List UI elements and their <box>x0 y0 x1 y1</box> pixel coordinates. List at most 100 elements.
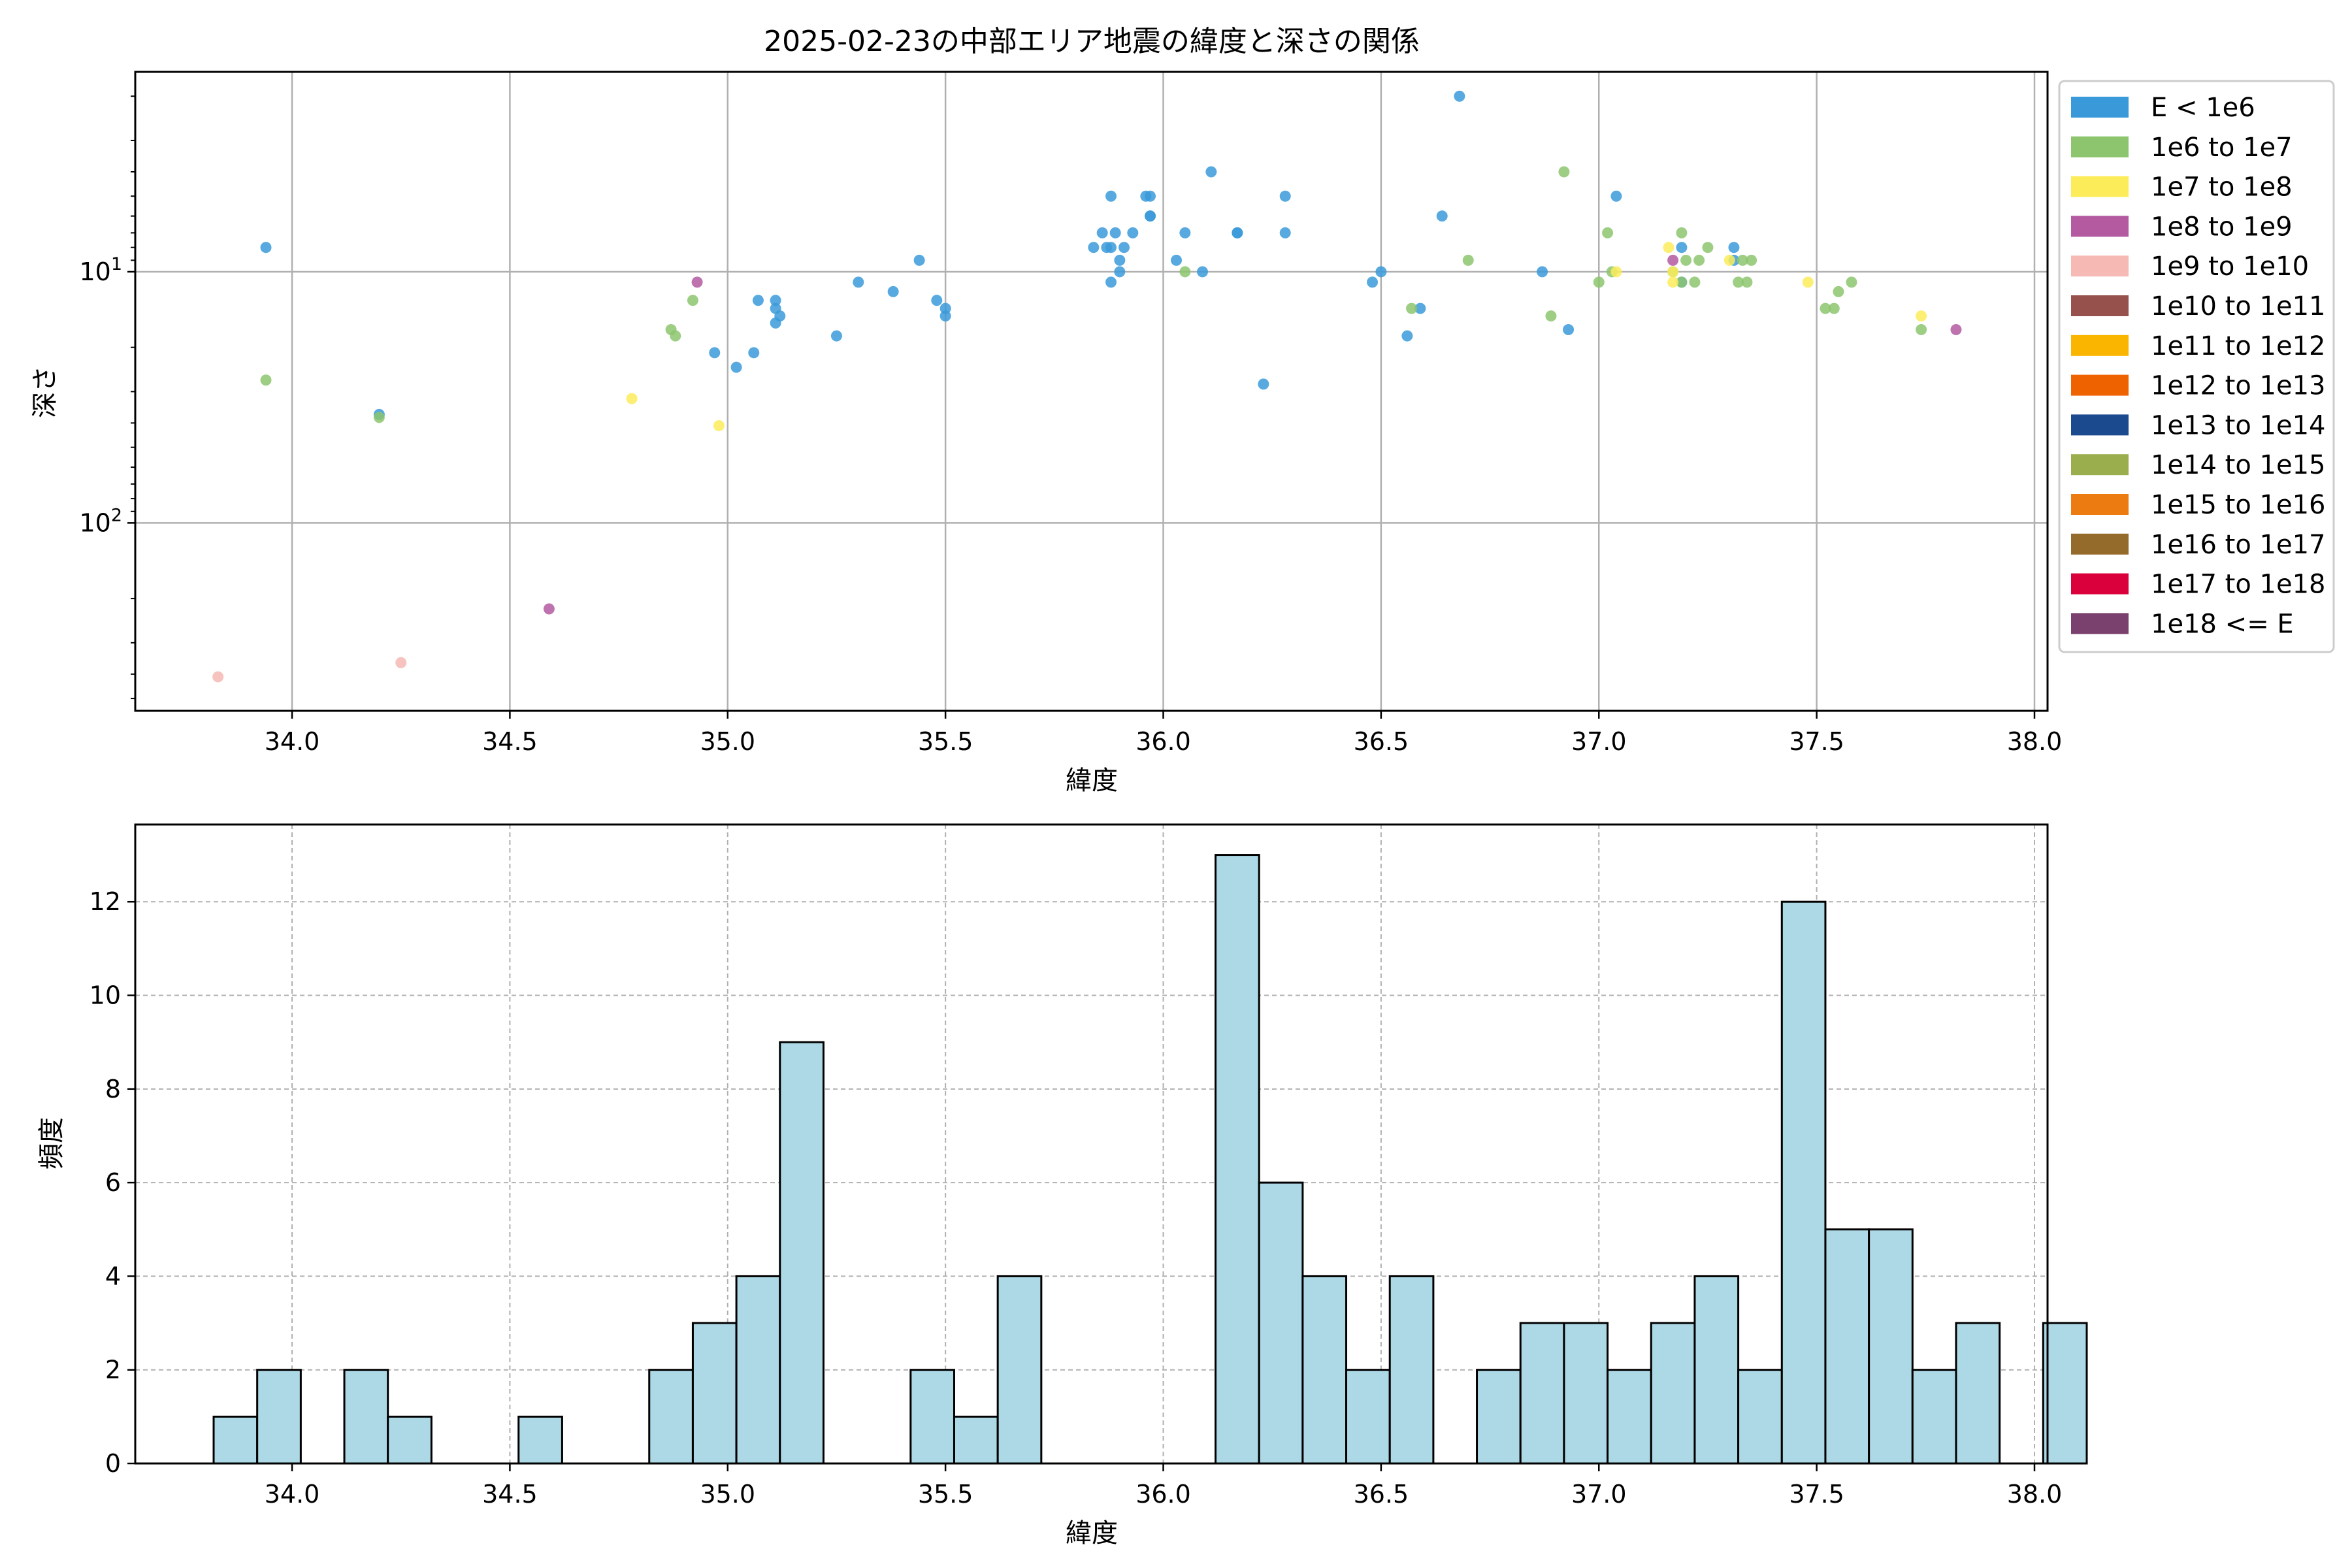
histogram-y-tick-label: 4 <box>105 1262 121 1290</box>
legend-label: 1e9 to 1e10 <box>2151 252 2309 282</box>
histogram-bar <box>1780 900 1827 1465</box>
scatter-x-tick-label: 36.0 <box>1135 727 1191 756</box>
histogram-frame <box>134 823 2049 1465</box>
scatter-x-tick-label: 34.5 <box>482 727 538 756</box>
scatter-point <box>1733 276 1744 288</box>
scatter-y-axis-label: 深さ <box>30 366 60 418</box>
scatter-point <box>1545 310 1557 322</box>
scatter-point <box>1610 190 1622 202</box>
histogram-bar <box>343 1369 389 1465</box>
scatter-point <box>1602 227 1614 238</box>
histogram-bar <box>1607 1369 1652 1465</box>
histogram-bar <box>1388 1275 1435 1465</box>
scatter-point <box>931 295 943 306</box>
scatter-point <box>687 295 698 306</box>
scatter-point <box>626 393 638 404</box>
histogram-bar <box>1345 1369 1391 1465</box>
scatter-y-tick-label: 102 <box>79 505 122 537</box>
scatter-point <box>1454 90 1465 102</box>
histogram-bar <box>2042 1322 2088 1465</box>
scatter-point <box>1179 227 1191 238</box>
scatter-point <box>1610 266 1622 278</box>
scatter-point <box>395 657 407 668</box>
histogram-x-tick-label: 34.0 <box>265 1480 320 1509</box>
scatter-point <box>1558 166 1570 178</box>
legend-label: 1e6 to 1e7 <box>2151 133 2293 163</box>
histogram-bar <box>1824 1228 1870 1465</box>
scatter-x-tick-label: 35.0 <box>700 727 755 756</box>
histogram-bar <box>212 1415 259 1465</box>
legend-label: 1e16 to 1e17 <box>2151 530 2326 560</box>
scatter-point <box>887 286 899 297</box>
histogram-bar <box>1563 1322 1609 1465</box>
scatter-point <box>1114 254 1126 266</box>
scatter-point <box>939 310 951 322</box>
scatter-point <box>1676 242 1688 253</box>
scatter-point <box>1667 266 1679 278</box>
histogram-x-tick-label: 34.5 <box>482 1480 538 1509</box>
scatter-point <box>1676 227 1688 238</box>
scatter-point <box>1401 330 1413 342</box>
scatter-point <box>1171 254 1183 266</box>
scatter-point <box>730 361 742 373</box>
scatter-point <box>1105 190 1117 202</box>
scatter-point <box>1680 254 1692 266</box>
histogram-plot-area <box>135 825 2048 1463</box>
scatter-x-tick-label: 37.5 <box>1789 727 1844 756</box>
scatter-point <box>1916 310 1927 322</box>
legend-swatch <box>2071 374 2129 396</box>
scatter-point <box>212 671 224 683</box>
legend-swatch <box>2071 414 2129 436</box>
scatter-point <box>1179 266 1191 278</box>
histogram-y-axis-label: 頻度 <box>37 1117 67 1169</box>
legend-swatch <box>2071 335 2129 356</box>
scatter-point <box>1205 166 1217 178</box>
scatter-point <box>1279 227 1291 238</box>
scatter-point <box>1667 276 1679 288</box>
scatter-point <box>1436 210 1448 222</box>
scatter-point <box>1105 276 1117 288</box>
histogram-bar <box>1737 1369 1783 1465</box>
histogram-x-tick-label: 36.0 <box>1135 1480 1191 1509</box>
scatter-x-tick-label: 38.0 <box>2007 727 2063 756</box>
scatter-point <box>1119 242 1130 253</box>
legend-swatch <box>2071 255 2129 277</box>
legend-label: 1e13 to 1e14 <box>2151 410 2326 440</box>
scatter-point <box>752 295 764 306</box>
scatter-point <box>1702 242 1714 253</box>
scatter-point <box>709 347 721 359</box>
legend-label: 1e15 to 1e16 <box>2151 490 2326 520</box>
scatter-x-tick-label: 34.0 <box>265 727 320 756</box>
histogram-bar <box>1868 1228 1914 1465</box>
legend-swatch <box>2071 573 2129 595</box>
scatter-point <box>1693 254 1705 266</box>
scatter-point <box>830 330 842 342</box>
scatter-point <box>1950 324 1962 336</box>
histogram-x-tick-label: 35.0 <box>700 1480 755 1509</box>
scatter-point <box>260 374 272 386</box>
histogram-y-tick-label: 6 <box>105 1168 121 1197</box>
histogram-y-tick-label: 8 <box>105 1075 121 1103</box>
scatter-points <box>212 90 1962 683</box>
histogram-bar <box>996 1275 1043 1465</box>
scatter-point <box>770 295 781 306</box>
histogram-x-tick-label: 35.5 <box>918 1480 973 1509</box>
scatter-point <box>1746 254 1757 266</box>
scatter-point <box>543 603 555 615</box>
histogram-bar <box>691 1322 738 1465</box>
legend-swatch <box>2071 295 2129 316</box>
histogram-x-tick-label: 37.0 <box>1571 1480 1627 1509</box>
scatter-point <box>1462 254 1474 266</box>
scatter-frame <box>134 71 2049 712</box>
legend-label: 1e14 to 1e15 <box>2151 450 2326 480</box>
scatter-x-tick-label: 37.0 <box>1571 727 1627 756</box>
scatter-point <box>1127 227 1139 238</box>
histogram-bar <box>1911 1369 1957 1465</box>
scatter-point <box>1279 190 1291 202</box>
scatter-grid <box>135 72 2048 711</box>
histogram-bars <box>212 854 2088 1465</box>
legend-box <box>2058 80 2335 653</box>
scatter-point <box>1833 286 1844 297</box>
scatter-y-tick-label: 101 <box>79 254 122 286</box>
